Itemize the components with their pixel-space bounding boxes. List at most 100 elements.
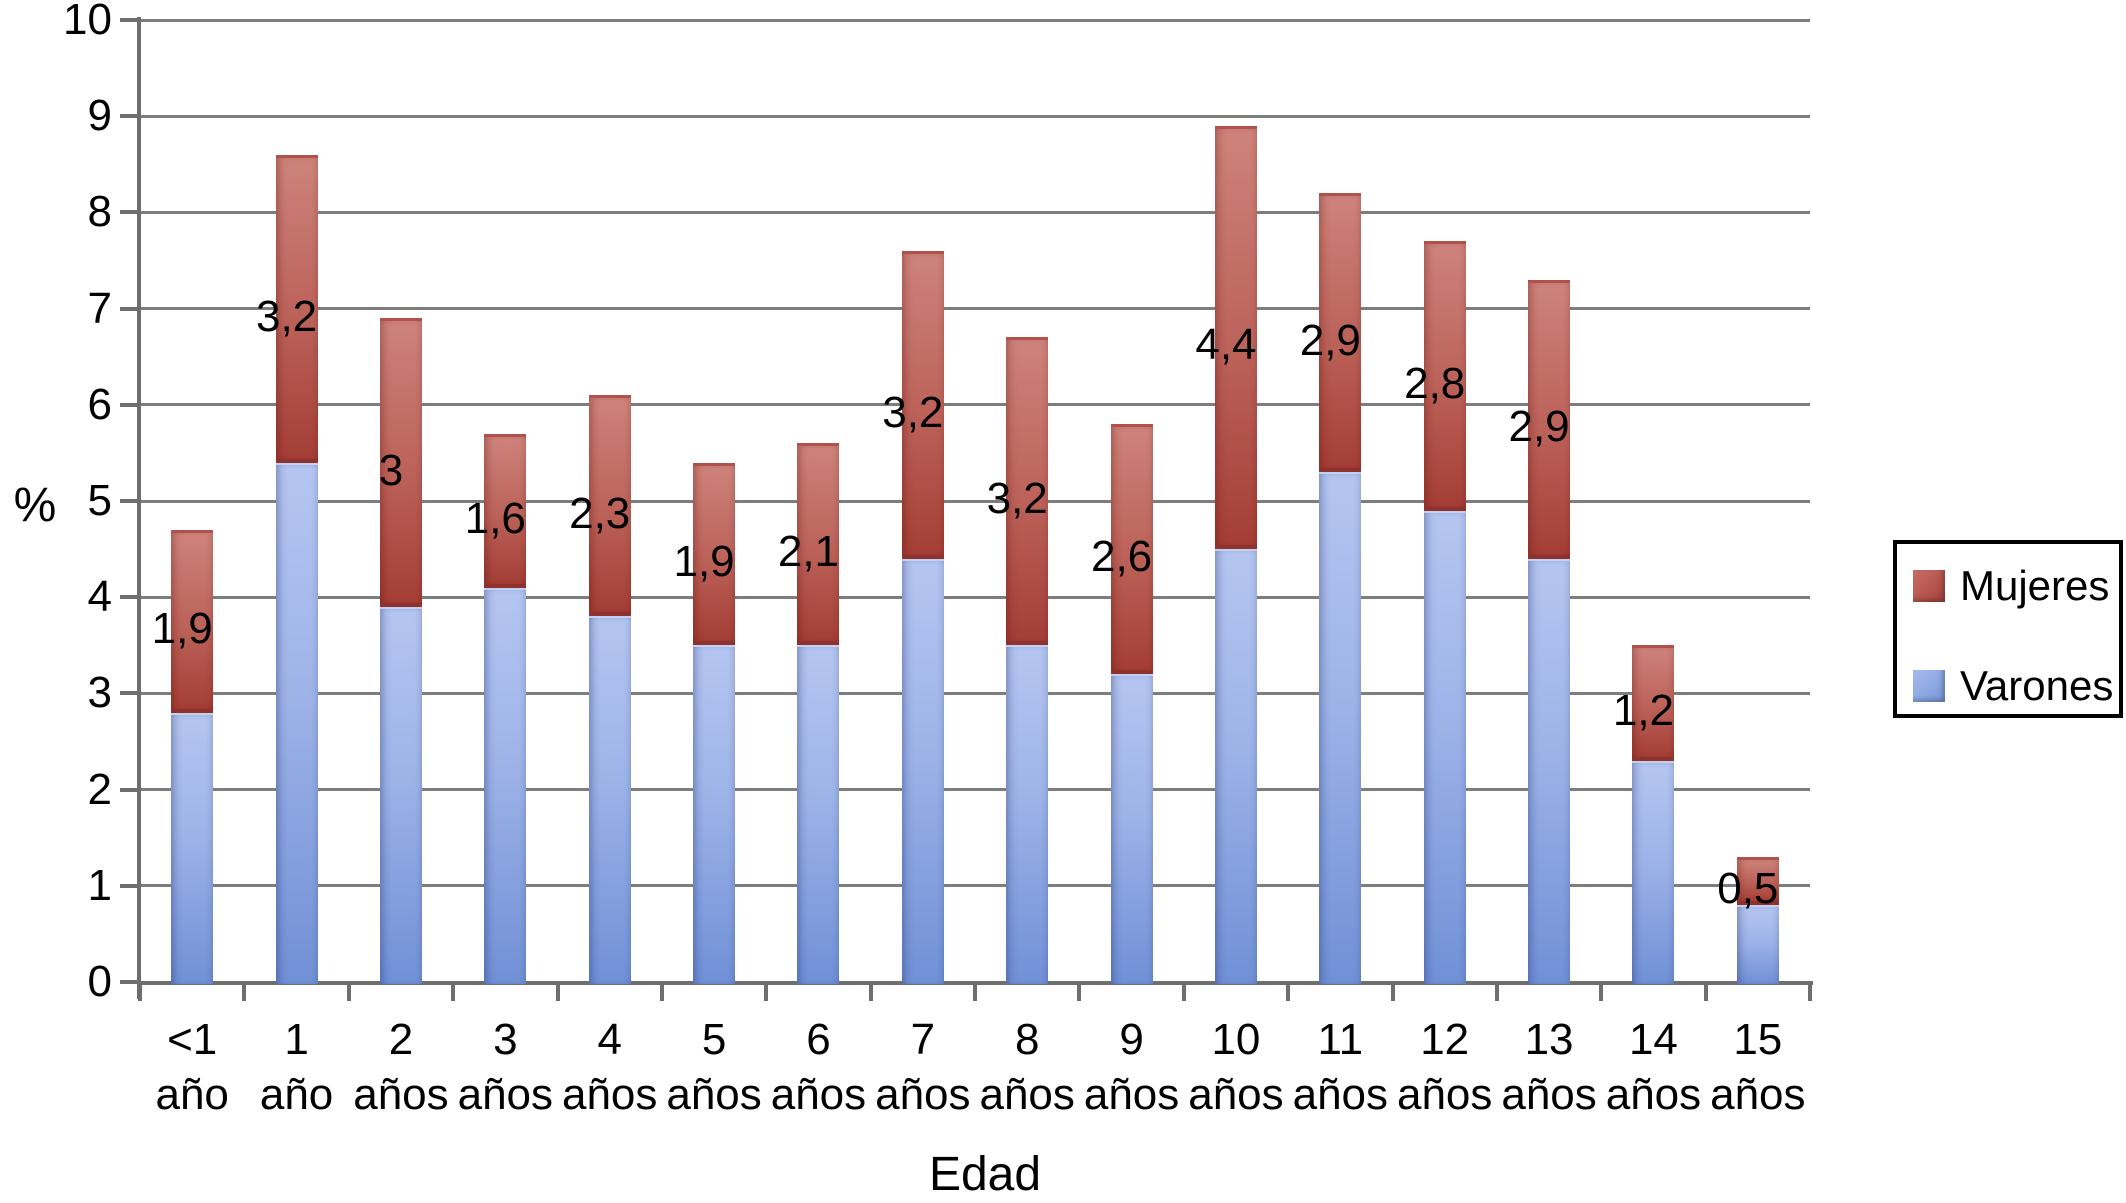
mujeres-value-label: 1,6	[464, 493, 526, 543]
mujeres-value-label: 3,2	[255, 291, 318, 341]
bar-segment-mujeres	[275, 154, 318, 463]
x-axis-title: Edad	[928, 1148, 1042, 1201]
x-axis-category-label: 1 año	[259, 1015, 334, 1119]
bar-segment-mujeres	[171, 529, 214, 713]
bar-segment-mujeres	[1006, 337, 1049, 646]
x-axis-category-label: 2 años	[353, 1015, 449, 1119]
bar-segment-varones	[1110, 674, 1153, 984]
y-axis-tick-label: 2	[87, 764, 112, 814]
mujeres-value-label: 0,5	[1717, 863, 1779, 913]
y-axis-tick	[120, 402, 138, 407]
y-axis-tick	[120, 18, 138, 22]
mujeres-value-label: 4,4	[1195, 320, 1257, 370]
x-axis-tick	[868, 983, 873, 1001]
y-axis-tick	[120, 210, 138, 215]
y-axis-tick-label: 4	[87, 572, 112, 622]
mujeres-value-label: 1,2	[1612, 686, 1675, 736]
bar-segment-mujeres	[1736, 856, 1779, 906]
x-axis-category-label: 14 años	[1605, 1015, 1702, 1119]
bar-segment-mujeres	[1319, 193, 1362, 473]
x-axis-category-label: 12 años	[1396, 1015, 1493, 1119]
bar-segment-mujeres	[588, 395, 631, 617]
bar-segment-mujeres	[797, 443, 840, 646]
bar-segment-mujeres	[693, 462, 736, 646]
mujeres-value-label: 1,9	[151, 604, 213, 654]
x-axis-tick	[346, 983, 351, 1001]
y-axis-tick	[120, 114, 138, 119]
legend-item-mujeres: Mujeres	[1913, 562, 2109, 610]
mujeres-value-label: 2,3	[569, 488, 631, 538]
x-axis-tick	[242, 983, 247, 1001]
x-axis-category-label: 4 años	[561, 1015, 658, 1119]
bar-segment-mujeres	[1632, 645, 1675, 761]
x-axis-category-label: 8 años	[979, 1015, 1075, 1119]
y-axis-title: %	[13, 479, 57, 532]
bar-segment-mujeres	[901, 250, 944, 559]
mujeres-value-label: 2,9	[1299, 315, 1361, 365]
bar-segment-varones	[1632, 760, 1675, 984]
y-axis-tick	[120, 595, 138, 600]
y-axis-tick	[120, 980, 138, 984]
x-axis-tick	[138, 983, 142, 1001]
bar-segment-varones	[1214, 549, 1257, 984]
gridline	[140, 499, 1810, 503]
gridline	[140, 18, 1810, 22]
x-axis-tick	[1077, 983, 1082, 1001]
bar-segment-mujeres	[1214, 125, 1257, 550]
x-axis-tick	[1599, 983, 1604, 1001]
bar-segment-mujeres	[484, 433, 527, 588]
x-axis-tick	[659, 983, 664, 1001]
legend-label-varones: Varones	[1960, 662, 2114, 709]
x-axis-tick	[1703, 983, 1708, 1001]
x-axis-tick	[973, 983, 977, 1001]
mujeres-value-label: 1,9	[673, 536, 735, 586]
y-axis-tick-label: 7	[87, 283, 112, 333]
x-axis-tick	[1390, 983, 1395, 1001]
bar-segment-varones	[797, 645, 840, 984]
y-axis-tick-label: 5	[87, 476, 112, 525]
gridline	[140, 788, 1810, 792]
legend-label-mujeres: Mujeres	[1960, 562, 2110, 609]
x-axis-tick	[764, 983, 769, 1001]
x-axis-tick	[1494, 983, 1499, 1001]
bar-segment-varones	[588, 616, 631, 984]
y-axis-line	[137, 17, 141, 999]
bar-segment-varones	[1528, 558, 1571, 984]
gridline	[140, 403, 1810, 407]
legend-item-varones: Varones	[1913, 662, 2113, 710]
x-axis-category-label: 10 años	[1188, 1015, 1284, 1119]
bar-segment-varones	[693, 645, 736, 984]
x-axis-category-label: <1 año	[155, 1015, 229, 1119]
varones-swatch-icon	[1913, 670, 1945, 702]
x-axis-category-label: 13 años	[1501, 1015, 1597, 1119]
y-axis-tick	[120, 787, 138, 792]
x-axis-tick	[1181, 983, 1186, 1001]
x-axis-tick	[1808, 983, 1812, 1001]
y-axis-tick	[120, 306, 138, 311]
gridline	[140, 595, 1810, 599]
bar-segment-varones	[1319, 472, 1362, 984]
x-axis-category-label: 5 años	[666, 1015, 762, 1119]
y-axis-tick-label: 1	[87, 860, 112, 910]
x-axis-category-label: 3 años	[457, 1015, 554, 1119]
mujeres-value-label: 3	[378, 445, 404, 495]
x-axis-tick	[1286, 983, 1291, 1001]
legend: Mujeres Varones	[1893, 540, 2123, 718]
mujeres-value-label: 2,1	[777, 527, 840, 577]
bar-segment-varones	[171, 712, 214, 984]
x-axis-category-label: 6 años	[770, 1015, 867, 1119]
bar-segment-varones	[484, 587, 527, 984]
gridline	[140, 307, 1810, 311]
x-axis-category-label: 15 años	[1710, 1015, 1806, 1119]
bar-segment-varones	[379, 606, 422, 984]
x-axis-category-label: 9 años	[1083, 1015, 1180, 1119]
x-axis-category-label: 7 años	[875, 1015, 971, 1119]
bar-segment-varones	[1423, 510, 1466, 984]
y-axis-tick-label: 9	[87, 91, 112, 141]
gridline	[140, 884, 1810, 888]
y-axis-tick-label: 0	[87, 957, 112, 1006]
bar-segment-mujeres	[379, 318, 422, 607]
bar-segment-mujeres	[1423, 241, 1466, 511]
bar-segment-varones	[901, 558, 944, 984]
bar-segment-mujeres	[1528, 279, 1571, 559]
